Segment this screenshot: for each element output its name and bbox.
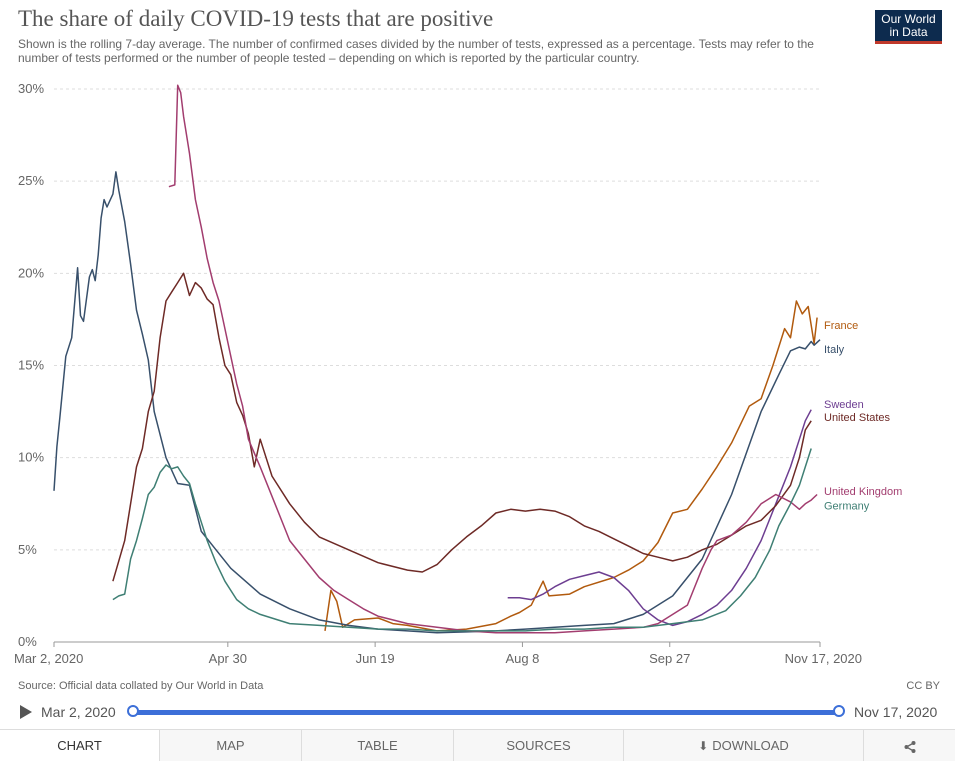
series-label-germany: Germany: [824, 501, 870, 513]
source-note: Source: Official data collated by Our Wo…: [18, 680, 264, 692]
tab-map[interactable]: MAP: [159, 730, 301, 761]
tab-table[interactable]: TABLE: [301, 730, 453, 761]
series-line-sweden: [507, 409, 812, 627]
x-tick-label: Sep 27: [649, 651, 690, 666]
timeline-end-label: Nov 17, 2020: [854, 704, 938, 720]
x-tick-label: Nov 17, 2020: [785, 651, 862, 666]
timeline-start-label: Mar 2, 2020: [41, 704, 116, 720]
series-label-sweden: Sweden: [824, 399, 864, 411]
timeline-track[interactable]: [133, 710, 839, 715]
chart-subtitle: Shown is the rolling 7-day average. The …: [18, 37, 814, 65]
series-label-italy: Italy: [824, 344, 845, 356]
timeline: Mar 2, 2020 Nov 17, 2020: [0, 700, 955, 724]
series-line-france: [324, 300, 818, 632]
x-tick-label: Apr 30: [209, 651, 247, 666]
tab-bar: CHART MAP TABLE SOURCES ⬇ DOWNLOAD: [0, 729, 955, 761]
y-tick-label: 10%: [18, 450, 44, 465]
axis-labels: 0% 5% 10% 15% 20% 25% 30% Mar 2, 2020 Apr 30 Jun …: [14, 81, 862, 666]
owid-logo[interactable]: Our World in Data: [875, 10, 942, 44]
y-tick-label: 15%: [18, 358, 44, 373]
download-icon: ⬇: [698, 739, 709, 753]
download-label: DOWNLOAD: [712, 738, 789, 753]
license-link[interactable]: CC BY: [906, 680, 940, 692]
series-lines: [53, 84, 821, 634]
share-icon: [904, 740, 915, 753]
series-line-italy: [53, 171, 821, 634]
tab-sources[interactable]: SOURCES: [453, 730, 623, 761]
series-line-united-kingdom: [168, 84, 818, 634]
share-button[interactable]: [863, 730, 955, 761]
grid-lines: [53, 88, 821, 647]
series-label-united-kingdom: United Kingdom: [824, 486, 902, 498]
timeline-end-handle[interactable]: [833, 705, 845, 717]
timeline-start-handle[interactable]: [127, 705, 139, 717]
y-tick-label: 25%: [18, 173, 44, 188]
x-tick-label: Mar 2, 2020: [14, 651, 83, 666]
logo-line-2: in Data: [889, 25, 928, 39]
y-tick-label: 20%: [18, 265, 44, 280]
tab-download[interactable]: ⬇ DOWNLOAD: [623, 730, 863, 761]
chart-title: The share of daily COVID-19 tests that a…: [18, 6, 494, 31]
x-tick-label: Jun 19: [356, 651, 395, 666]
y-tick-label: 5%: [18, 542, 37, 557]
x-tick-label: Aug 8: [505, 651, 539, 666]
series-label-france: France: [824, 320, 858, 332]
y-tick-label: 0%: [18, 634, 37, 649]
tab-chart[interactable]: CHART: [0, 730, 159, 761]
y-tick-label: 30%: [18, 81, 44, 96]
line-chart[interactable]: 0% 5% 10% 15% 20% 25% 30% Mar 2, 2020 Apr 30 Jun …: [0, 0, 955, 680]
logo-line-1: Our World: [881, 12, 936, 26]
series-label-united-states: United States: [824, 412, 891, 424]
series-line-germany: [112, 448, 812, 632]
play-icon[interactable]: [20, 705, 32, 719]
series-line-united-states: [112, 272, 812, 582]
